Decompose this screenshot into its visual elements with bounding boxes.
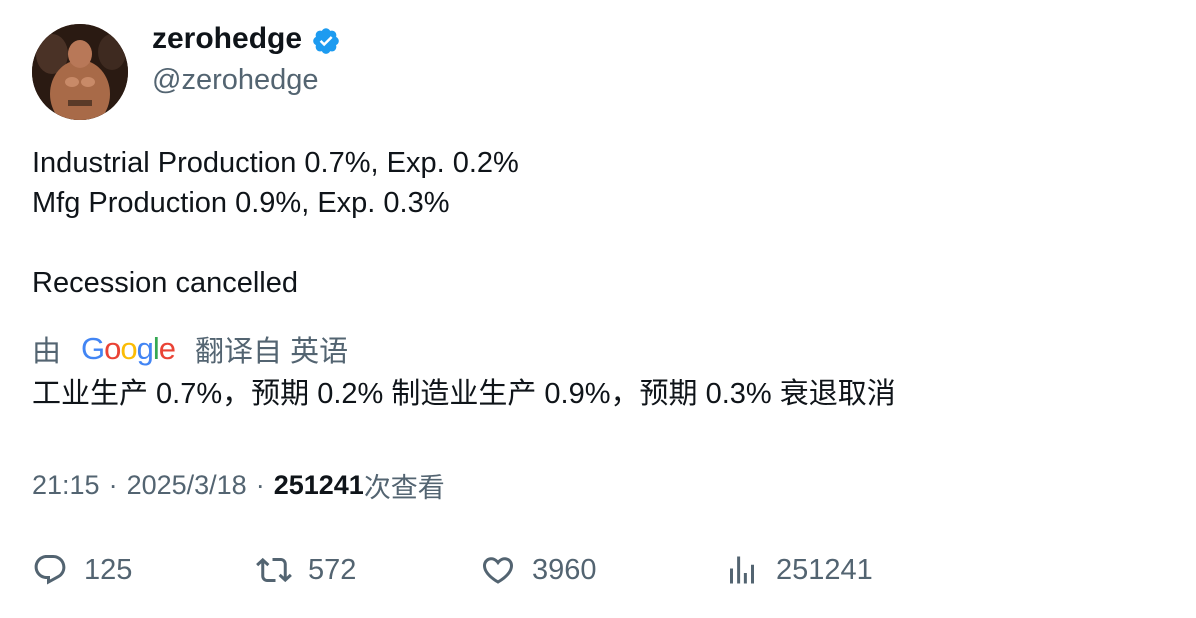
- retweet-icon: [256, 557, 292, 583]
- translated-text: 工业生产 0.7%，预期 0.2% 制造业生产 0.9%，预期 0.3% 衰退取…: [32, 378, 896, 410]
- tweet-line: Recession cancelled: [32, 267, 298, 299]
- retweet-button[interactable]: 572: [256, 552, 356, 588]
- line-gap: [32, 223, 519, 263]
- author-name-row[interactable]: zerohedge: [152, 22, 341, 56]
- reply-count: 125: [84, 553, 133, 586]
- views-label[interactable]: 次查看: [363, 473, 445, 503]
- reply-icon: [34, 555, 66, 585]
- tweet-line: Mfg Production 0.9%, Exp. 0.3%: [32, 187, 450, 219]
- views-button[interactable]: 251241: [724, 552, 873, 588]
- meta-separator: ·: [108, 470, 118, 500]
- tweet-date[interactable]: 2025/3/18: [126, 470, 247, 500]
- verified-badge-icon: [313, 28, 339, 54]
- retweet-count: 572: [308, 553, 357, 586]
- avatar[interactable]: [32, 24, 128, 120]
- views-icon: [730, 556, 754, 584]
- tweet-meta: 21:15 · 2025/3/18 · 251241 次查看: [32, 466, 445, 505]
- translation-attribution[interactable]: 由 Google 翻译自 英语: [32, 328, 348, 370]
- like-count: 3960: [532, 553, 597, 586]
- google-logo: Google: [81, 331, 176, 366]
- reply-button[interactable]: 125: [32, 552, 132, 588]
- like-button[interactable]: 3960: [480, 552, 597, 588]
- author-display-name[interactable]: zerohedge: [152, 22, 303, 55]
- translation-source: 翻译自 英语: [195, 336, 349, 368]
- views-action-count: 251241: [776, 553, 873, 586]
- tweet-text: Industrial Production 0.7%, Exp. 0.2% Mf…: [32, 143, 519, 303]
- like-icon: [482, 557, 514, 584]
- views-count[interactable]: 251241: [273, 470, 364, 500]
- translation-prefix: 由: [32, 336, 62, 368]
- meta-separator: ·: [255, 470, 265, 500]
- tweet-time[interactable]: 21:15: [32, 470, 100, 500]
- tweet-line: Industrial Production 0.7%, Exp. 0.2%: [32, 147, 519, 179]
- action-bar: 125 572 3960 251241: [32, 552, 1172, 592]
- author-handle[interactable]: @zerohedge: [152, 64, 319, 96]
